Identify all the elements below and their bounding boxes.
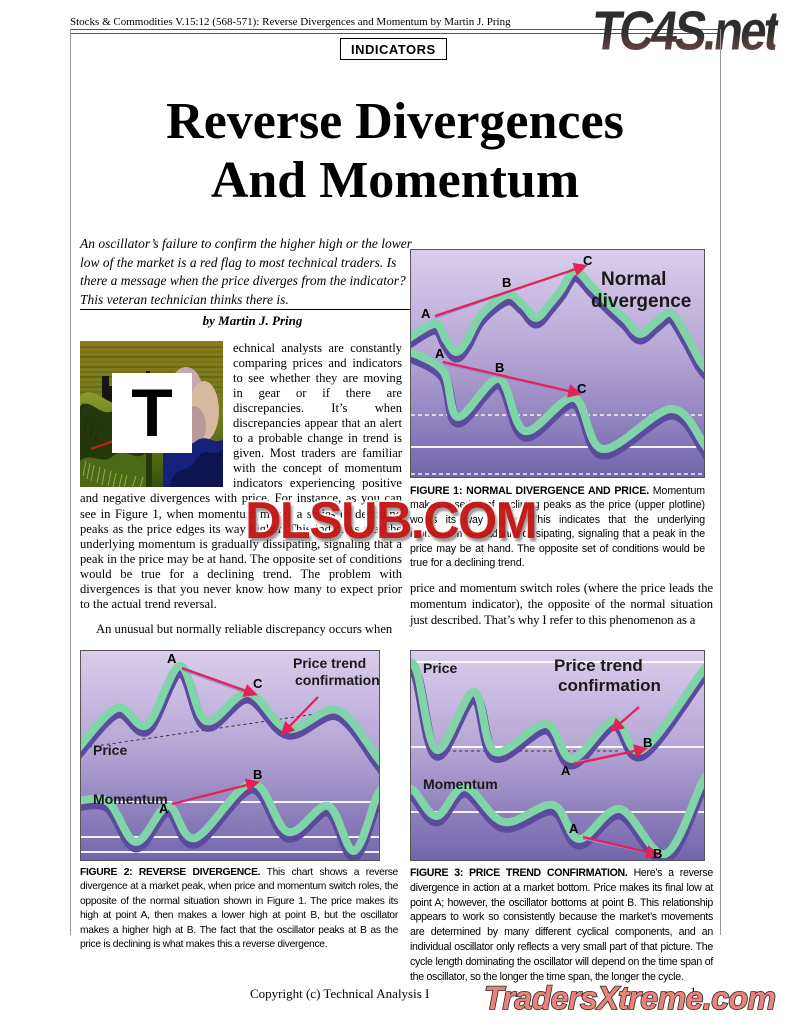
svg-text:Momentum: Momentum <box>93 791 168 807</box>
svg-text:C: C <box>253 676 263 691</box>
svg-text:Momentum: Momentum <box>423 776 498 792</box>
svg-text:A: A <box>421 306 431 321</box>
svg-text:C: C <box>583 253 593 268</box>
svg-text:B: B <box>502 275 511 290</box>
svg-text:A: A <box>159 801 169 816</box>
svg-text:A: A <box>569 821 579 836</box>
svg-text:confirmation: confirmation <box>558 676 661 695</box>
svg-text:A: A <box>167 651 177 666</box>
svg-text:confirmation: confirmation <box>295 672 380 688</box>
svg-text:B: B <box>495 360 504 375</box>
svg-text:C: C <box>577 381 587 396</box>
svg-text:A: A <box>435 346 445 361</box>
svg-text:Normal: Normal <box>601 269 666 290</box>
svg-text:B: B <box>653 846 662 861</box>
svg-text:Price trend: Price trend <box>554 656 643 675</box>
svg-text:divergence: divergence <box>591 291 691 312</box>
svg-text:B: B <box>643 735 652 750</box>
svg-text:Price: Price <box>423 660 457 676</box>
svg-text:Price: Price <box>93 742 127 758</box>
svg-text:A: A <box>561 763 571 778</box>
svg-text:B: B <box>253 767 262 782</box>
svg-text:Price trend: Price trend <box>293 655 366 671</box>
